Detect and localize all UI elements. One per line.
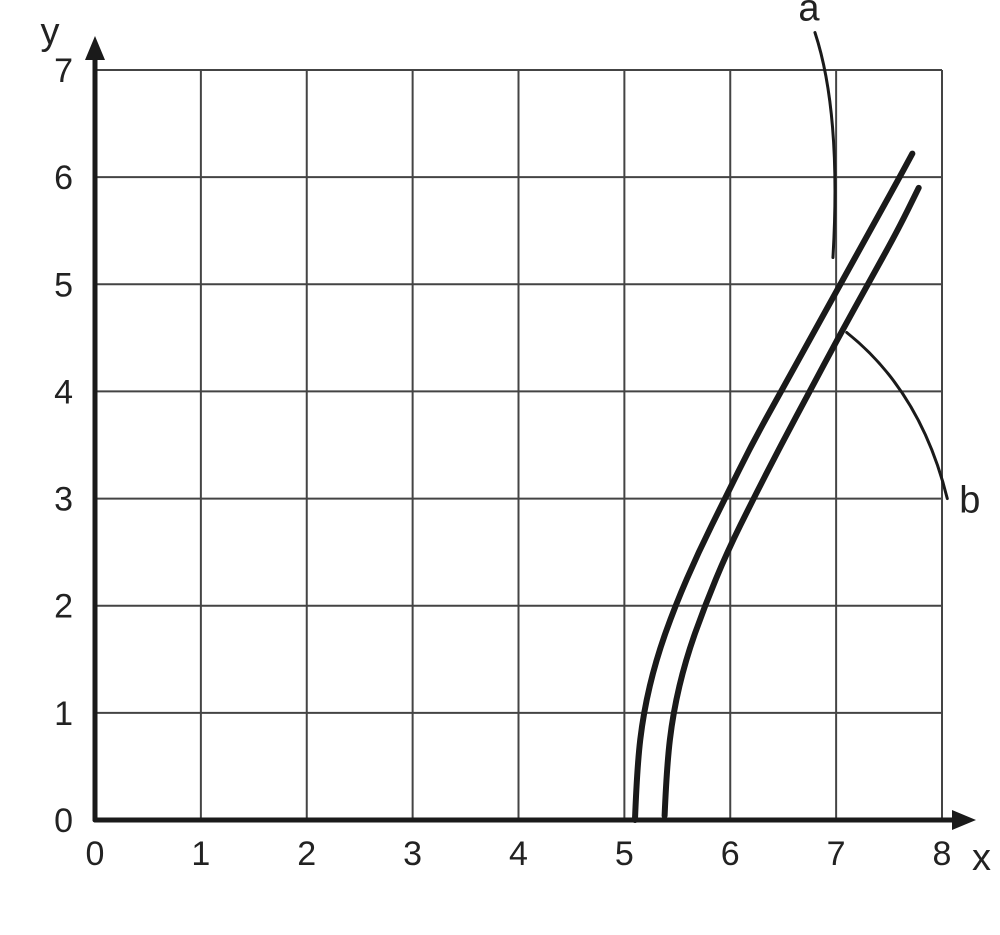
y-tick-label: 7 [54, 52, 73, 90]
x-tick-label: 7 [827, 835, 846, 873]
x-tick-label: 2 [297, 835, 316, 873]
xy-line-chart: 0 1 2 3 4 5 6 7 8 0 1 2 3 4 5 6 7 x y a b [0, 0, 1000, 935]
x-tick-label: 3 [403, 835, 422, 873]
y-tick-label: 5 [54, 266, 73, 304]
y-axis-label: y [41, 11, 60, 53]
y-tick-label: 0 [54, 802, 73, 840]
x-tick-label: 1 [191, 835, 210, 873]
x-tick-label: 5 [615, 835, 634, 873]
x-tick-label: 8 [933, 835, 952, 873]
chart-svg: 0 1 2 3 4 5 6 7 8 0 1 2 3 4 5 6 7 x y a b [0, 0, 1000, 935]
y-tick-label: 6 [54, 159, 73, 197]
x-tick-label: 4 [509, 835, 528, 873]
y-tick-label: 1 [54, 695, 73, 733]
y-tick-label: 2 [54, 588, 73, 626]
x-axis-label: x [972, 837, 991, 879]
x-tick-label: 6 [721, 835, 740, 873]
callout-label-b: b [959, 480, 980, 522]
x-tick-label: 0 [86, 835, 105, 873]
y-tick-label: 3 [54, 481, 73, 519]
chart-background [0, 0, 1000, 935]
y-tick-label: 4 [54, 373, 73, 411]
callout-label-a: a [798, 0, 820, 30]
